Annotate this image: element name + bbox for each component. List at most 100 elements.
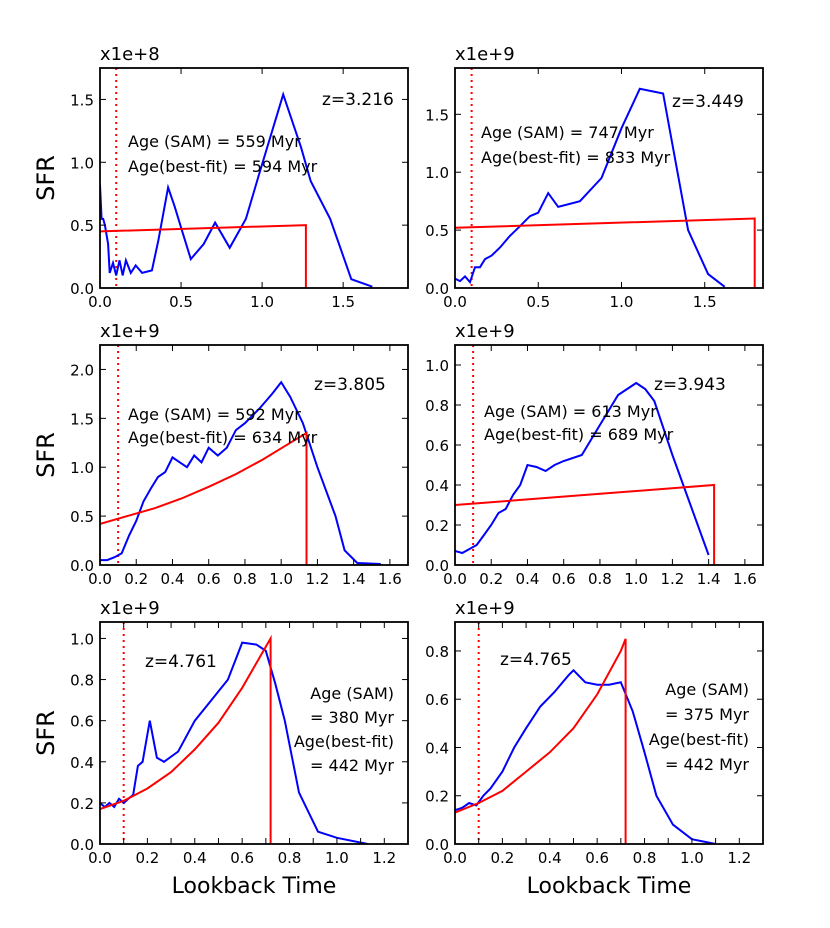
age-annotation: = 442 Myr — [665, 755, 749, 774]
best-fit-sfh-line — [100, 634, 272, 844]
x-tick-label: 1.0 — [250, 293, 274, 311]
x-tick-label: 0.0 — [88, 293, 112, 311]
y-multiplier-label: x1e+9 — [100, 321, 160, 342]
x-tick-label: 0.0 — [88, 570, 112, 588]
x-tick-label: 0.6 — [197, 570, 221, 588]
x-tick-label: 1.0 — [680, 849, 704, 867]
y-tick-label: 0.4 — [425, 477, 449, 495]
axes-frame — [454, 67, 764, 289]
y-tick-label: 0.6 — [425, 691, 449, 709]
age-annotation: Age(best-fit) = 634 Myr — [128, 428, 318, 447]
age-annotation: = 375 Myr — [665, 705, 749, 724]
x-tick-label: 0.2 — [135, 849, 159, 867]
age-annotation: Age(best-fit) — [294, 732, 394, 751]
x-tick-label: 1.5 — [693, 293, 717, 311]
redshift-label: z=4.765 — [500, 650, 572, 670]
best-fit-sfh-line — [100, 431, 308, 565]
sfh-panel-3: 0.0 0.2 0.4 0.6 0.8 1.0 1.2 1.4 1.6 0.0 0.5 1.0 1.5 2… — [70, 321, 409, 588]
y-multiplier-label: x1e+8 — [100, 44, 160, 65]
redshift-label: z=3.805 — [314, 375, 386, 395]
x-tick-label: 0.4 — [538, 849, 562, 867]
age-annotation: Age (SAM) — [310, 684, 394, 703]
age-annotation: Age(best-fit) — [649, 730, 749, 749]
y-multiplier-label: x1e+9 — [455, 598, 515, 619]
y-tick-label: 0.5 — [70, 217, 94, 235]
age-annotation: Age(best-fit) = 833 Myr — [481, 148, 671, 167]
x-tick-label: 1.5 — [331, 293, 355, 311]
y-tick-label: 0.0 — [70, 836, 94, 854]
sfh-panel-2: 0.0 0.5 1.0 1.5 0.0 0.5 1.0 1.5 x1e+9 z=3.449 Age … — [425, 44, 764, 311]
x-tick-label: 0.4 — [161, 570, 185, 588]
x-tick-label: 0.4 — [183, 849, 207, 867]
x-axis-label: Lookback Time — [527, 874, 692, 899]
axes-frame — [454, 344, 764, 566]
sfh-panel-5: 0.0 0.2 0.4 0.6 0.8 1.0 1.2 0.0 0.2 0.4 0.6 0.8 1.0 x… — [70, 598, 409, 867]
y-tick-label: 1.5 — [425, 106, 449, 124]
y-tick-label: 1.0 — [425, 164, 449, 182]
y-tick-label: 0.5 — [425, 222, 449, 240]
axes-frame — [99, 621, 409, 845]
sam-sfh-line — [100, 641, 368, 844]
x-tick-label: 1.2 — [660, 570, 684, 588]
y-tick-label: 0.2 — [70, 795, 94, 813]
redshift-label: z=3.449 — [672, 92, 744, 112]
x-tick-label: 0.8 — [588, 570, 612, 588]
y-tick-label: 0.2 — [425, 788, 449, 806]
axes-frame — [454, 621, 764, 845]
x-tick-label: 0.8 — [233, 570, 257, 588]
x-tick-label: 0.2 — [124, 570, 148, 588]
y-tick-label: 0.0 — [425, 557, 449, 575]
y-tick-label: 1.5 — [70, 410, 94, 428]
age-annotation: Age (SAM) — [665, 680, 749, 699]
sam-sfh-line — [455, 87, 726, 288]
x-tick-label: 1.0 — [325, 849, 349, 867]
x-tick-label: 0.5 — [169, 293, 193, 311]
y-tick-label: 1.0 — [70, 459, 94, 477]
x-tick-label: 1.6 — [733, 570, 757, 588]
y-tick-label: 0.5 — [70, 508, 94, 526]
y-tick-label: 0.8 — [425, 643, 449, 661]
y-axis-label: SFR — [32, 710, 60, 756]
age-annotation: = 380 Myr — [310, 708, 394, 727]
x-tick-label: 0.4 — [516, 570, 540, 588]
y-tick-label: 1.0 — [70, 630, 94, 648]
y-tick-label: 0.2 — [425, 517, 449, 535]
redshift-label: z=3.943 — [654, 375, 726, 395]
best-fit-sfh-line — [455, 483, 716, 565]
x-tick-label: 0.6 — [552, 570, 576, 588]
redshift-label: z=4.761 — [145, 652, 217, 672]
x-tick-label: 1.2 — [372, 849, 396, 867]
y-tick-label: 0.6 — [425, 437, 449, 455]
y-tick-label: 2.0 — [70, 361, 94, 379]
age-annotation: Age (SAM) = 613 Myr — [484, 402, 657, 421]
age-annotation: Age(best-fit) = 689 Myr — [484, 425, 674, 444]
y-axis-label: SFR — [32, 155, 60, 201]
x-axis-label: Lookback Time — [172, 874, 337, 899]
y-tick-label: 0.4 — [70, 754, 94, 772]
y-tick-label: 0.0 — [425, 280, 449, 298]
x-tick-label: 1.0 — [269, 570, 293, 588]
age-annotation: = 442 Myr — [310, 756, 394, 775]
x-tick-label: 1.0 — [624, 570, 648, 588]
sfh-panel-6: 0.0 0.2 0.4 0.6 0.8 1.0 1.2 0.0 0.2 0.4 0.6 0.8 x1e+… — [425, 598, 764, 867]
best-fit-sfh-line — [455, 638, 627, 844]
x-tick-label: 0.6 — [230, 849, 254, 867]
age-annotation: Age (SAM) = 747 Myr — [481, 123, 654, 142]
y-tick-label: 1.0 — [70, 154, 94, 172]
age-annotation: Age (SAM) = 559 Myr — [128, 132, 301, 151]
x-tick-label: 1.6 — [378, 570, 402, 588]
x-tick-label: 0.0 — [443, 849, 467, 867]
y-multiplier-label: x1e+9 — [100, 598, 160, 619]
y-tick-label: 0.0 — [70, 557, 94, 575]
y-multiplier-label: x1e+9 — [455, 321, 515, 342]
y-axis-label: SFR — [32, 432, 60, 478]
x-tick-label: 0.5 — [526, 293, 550, 311]
best-fit-sfh-line — [455, 217, 756, 288]
y-tick-label: 0.4 — [425, 739, 449, 757]
x-tick-label: 0.0 — [443, 293, 467, 311]
x-tick-label: 1.2 — [727, 849, 751, 867]
x-tick-label: 0.8 — [633, 849, 657, 867]
x-tick-label: 0.6 — [585, 849, 609, 867]
redshift-label: z=3.216 — [322, 90, 394, 110]
y-multiplier-label: x1e+9 — [455, 44, 515, 65]
